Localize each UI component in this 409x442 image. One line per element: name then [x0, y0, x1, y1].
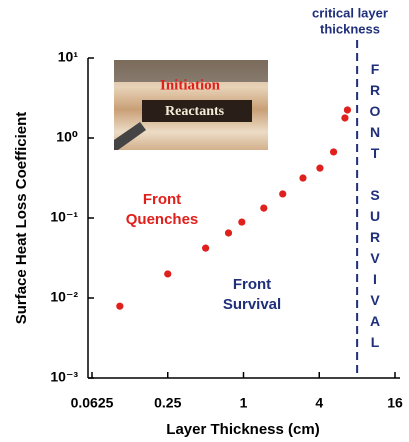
y-tick-label: 10⁻³ [50, 369, 78, 385]
side-letter: U [370, 208, 380, 224]
y-tick-label: 10⁻¹ [50, 209, 78, 225]
y-tick-label: 10⁻² [50, 289, 78, 305]
data-point [164, 270, 172, 278]
side-letter: T [371, 145, 380, 161]
survival-label: Front [233, 276, 271, 293]
side-letter: I [373, 271, 377, 287]
side-letter: V [370, 250, 380, 266]
inset-label: Reactants [165, 104, 225, 119]
data-point [341, 114, 349, 122]
data-point [238, 218, 246, 226]
x-tick-label: 0.0625 [71, 395, 114, 411]
critical-label: critical layer [312, 5, 388, 20]
data-point [116, 302, 124, 310]
quench-label: Front [143, 191, 181, 208]
side-letter: O [370, 103, 381, 119]
x-tick-label: 0.25 [154, 395, 181, 411]
side-letter: S [370, 187, 379, 203]
side-letter: F [371, 61, 380, 77]
photo-shadow [114, 60, 268, 82]
y-tick-label: 10⁰ [56, 129, 78, 145]
data-point [279, 190, 287, 198]
x-tick-label: 16 [387, 395, 403, 411]
y-axis-label: Surface Heat Loss Coefficient [13, 112, 30, 325]
x-tick-label: 1 [240, 395, 248, 411]
survival-label: Survival [223, 296, 281, 313]
data-point [316, 164, 324, 172]
y-tick-label: 10¹ [58, 49, 79, 65]
data-point [299, 174, 307, 182]
igniter [114, 122, 146, 150]
inset-photo: Initiation Reactants [114, 60, 268, 150]
side-letter: L [371, 334, 380, 350]
data-point [329, 148, 338, 156]
quench-label: Quenches [126, 211, 199, 228]
side-letter: A [370, 313, 380, 329]
side-letter [373, 166, 377, 182]
data-point [202, 244, 210, 252]
critical-label: thickness [320, 21, 380, 36]
data-point [260, 204, 268, 212]
side-letter: N [370, 124, 380, 140]
x-tick-label: 4 [315, 395, 323, 411]
data-point [343, 106, 352, 114]
side-letter: V [370, 292, 380, 308]
inset-label: Initiation [160, 77, 221, 93]
side-letter: R [370, 229, 380, 245]
side-letter: R [370, 82, 380, 98]
data-point [224, 229, 233, 237]
x-axis-label: Layer Thickness (cm) [166, 421, 319, 438]
reactant-strip [142, 100, 252, 122]
